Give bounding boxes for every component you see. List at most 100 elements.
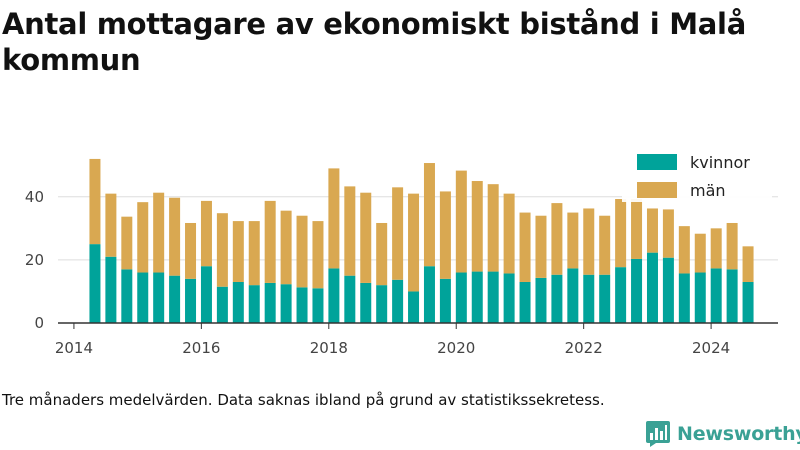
bar-kvinnor (344, 275, 356, 323)
bar-man (360, 192, 372, 283)
bar-kvinnor (248, 285, 260, 323)
bar-man (232, 221, 244, 282)
y-tick-label: 20 (25, 251, 44, 269)
bar-man (408, 193, 420, 292)
bar-kvinnor (694, 272, 706, 323)
bar-man (662, 209, 674, 258)
bar-kvinnor (631, 258, 643, 323)
y-tick-label: 40 (25, 188, 44, 206)
legend: kvinnor män (622, 148, 772, 202)
bar-kvinnor (567, 268, 579, 323)
axes: 0 20 40 2014 2016 2018 2020 2022 2024 (25, 188, 778, 357)
bar-man (519, 212, 531, 282)
bar-kvinnor (153, 272, 165, 323)
bar-kvinnor (646, 252, 658, 323)
bar-man (153, 192, 165, 273)
bar-man (216, 213, 228, 287)
bar-man (615, 199, 627, 268)
bar-man (89, 158, 101, 245)
bar-kvinnor (121, 269, 133, 323)
bar-man (423, 163, 435, 267)
bar-kvinnor (503, 273, 515, 323)
bar-kvinnor (376, 285, 388, 323)
bar-man (248, 221, 260, 286)
bar-kvinnor (742, 281, 754, 323)
bar-man (376, 222, 388, 286)
bar-kvinnor (216, 286, 228, 323)
legend-label-kvinnor: kvinnor (690, 153, 750, 172)
bar-man (551, 203, 563, 275)
bar-kvinnor (169, 275, 181, 323)
bar-man (392, 187, 404, 280)
bar-kvinnor (264, 282, 276, 323)
bar-man (137, 202, 149, 273)
bar-man (583, 208, 595, 275)
bar-man (710, 228, 722, 269)
bar-man (439, 191, 451, 279)
bar-kvinnor (710, 268, 722, 323)
bar-kvinnor (583, 274, 595, 323)
bar-kvinnor (551, 274, 563, 323)
bar-kvinnor (185, 278, 197, 323)
bar-kvinnor (535, 277, 547, 323)
bar-man (264, 200, 276, 283)
bar-kvinnor (439, 278, 451, 323)
bar-man (646, 208, 658, 253)
bar-man (726, 222, 738, 270)
bar-kvinnor (726, 269, 738, 323)
bar-man (328, 168, 340, 269)
bar-man (200, 200, 212, 267)
bar-kvinnor (328, 268, 340, 323)
bar-kvinnor (200, 266, 212, 323)
bar-kvinnor (392, 279, 404, 323)
bar-man (169, 197, 181, 276)
x-tick-label: 2020 (437, 339, 475, 357)
bar-man (280, 210, 292, 285)
bar-man (455, 170, 467, 273)
bar-man (296, 215, 308, 288)
y-tick-label: 0 (34, 314, 44, 332)
x-tick-label: 2014 (55, 339, 93, 357)
bar-kvinnor (455, 272, 467, 323)
x-tick-label: 2024 (692, 339, 730, 357)
bars (89, 158, 754, 323)
legend-label-man: män (690, 181, 726, 200)
bar-kvinnor (312, 288, 324, 323)
bar-man (567, 212, 579, 269)
x-tick-label: 2022 (565, 339, 603, 357)
bar-man (678, 226, 690, 274)
legend-swatch-man (637, 182, 677, 198)
bar-man (487, 184, 499, 272)
bar-kvinnor (678, 273, 690, 323)
bar-man (535, 215, 547, 278)
bar-kvinnor (280, 284, 292, 323)
bar-kvinnor (105, 256, 117, 323)
bar-man (742, 246, 754, 282)
bar-kvinnor (360, 282, 372, 323)
bar-man (121, 216, 133, 270)
bar-kvinnor (89, 244, 101, 323)
bar-man (694, 233, 706, 273)
bar-kvinnor (662, 257, 674, 323)
bar-kvinnor (471, 271, 483, 323)
legend-swatch-kvinnor (637, 154, 677, 170)
brand: Newsworthy (645, 419, 800, 449)
bar-kvinnor (137, 272, 149, 323)
chart-title: Antal mottagare av ekonomiskt bistånd i … (2, 7, 746, 77)
bar-kvinnor (408, 291, 420, 323)
bar-kvinnor (615, 267, 627, 323)
bar-man (105, 193, 117, 257)
bar-man (185, 222, 197, 279)
bar-kvinnor (296, 287, 308, 323)
chart-caption: Tre månaders medelvärden. Data saknas ib… (2, 391, 605, 409)
bar-kvinnor (232, 281, 244, 323)
bar-kvinnor (599, 274, 611, 323)
bar-man (344, 186, 356, 276)
bar-man (503, 193, 515, 274)
bar-man (599, 215, 611, 275)
x-tick-label: 2018 (310, 339, 348, 357)
brand-name: Newsworthy (677, 423, 800, 445)
bar-man (312, 221, 324, 289)
bar-man (471, 181, 483, 272)
